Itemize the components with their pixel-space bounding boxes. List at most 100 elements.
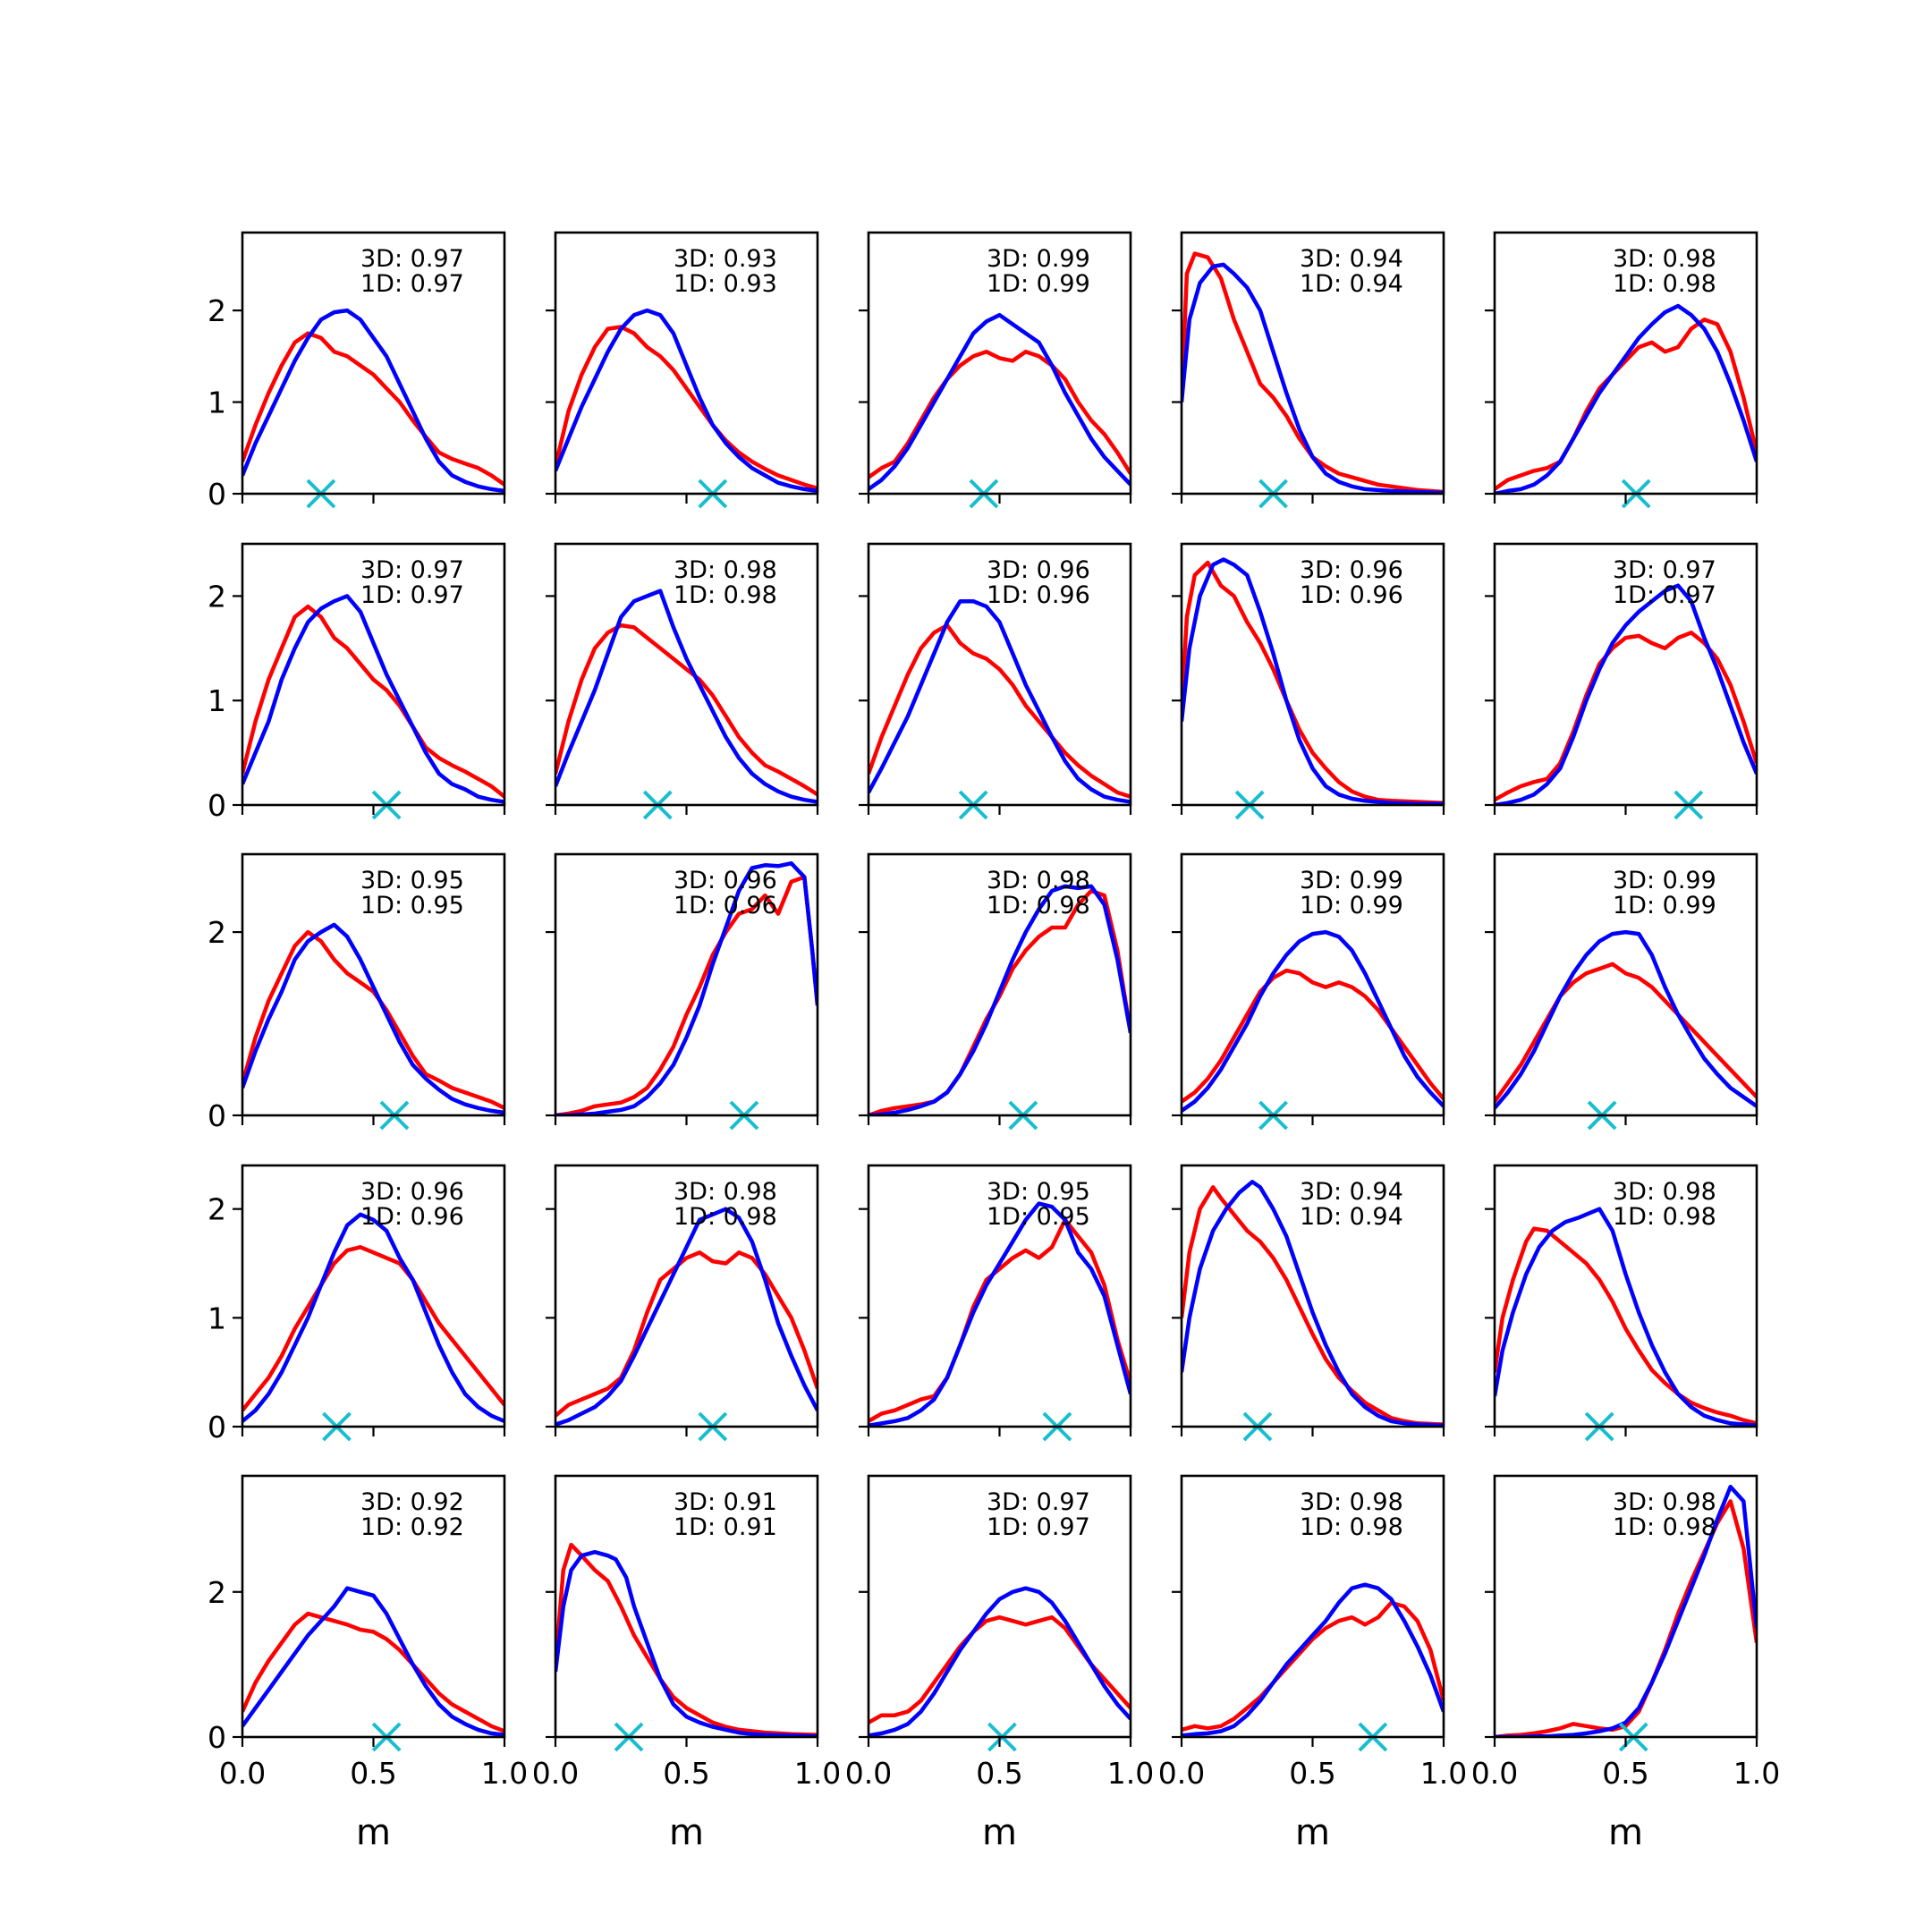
red-curve bbox=[555, 1250, 818, 1418]
blue-curve bbox=[1495, 1207, 1757, 1427]
y-tick-label: 1 bbox=[208, 1301, 226, 1335]
red-curve bbox=[555, 325, 818, 491]
score-3d-label: 3D: 0.96 bbox=[987, 556, 1090, 584]
blue-curve bbox=[242, 1586, 504, 1737]
score-1d-label: 1D: 0.97 bbox=[987, 1513, 1090, 1541]
red-curve bbox=[869, 1614, 1131, 1724]
red-curve bbox=[1495, 962, 1757, 1103]
score-3d-label: 3D: 0.97 bbox=[360, 556, 464, 584]
y-tick-label: 2 bbox=[208, 579, 226, 614]
blue-curve bbox=[555, 589, 818, 804]
score-1d-label: 1D: 0.99 bbox=[1300, 892, 1403, 919]
x-tick-label: 0.0 bbox=[845, 1756, 892, 1791]
x-tick-label: 0.5 bbox=[976, 1756, 1022, 1791]
score-3d-label: 3D: 0.98 bbox=[1613, 1488, 1716, 1516]
score-1d-label: 1D: 0.98 bbox=[674, 1203, 777, 1231]
score-1d-label: 1D: 0.96 bbox=[987, 581, 1090, 609]
x-tick-label: 1.0 bbox=[481, 1756, 528, 1791]
red-curve bbox=[555, 1542, 818, 1737]
y-tick-label: 2 bbox=[208, 915, 226, 950]
score-3d-label: 3D: 0.95 bbox=[987, 1178, 1090, 1206]
x-tick-label: 1.0 bbox=[794, 1756, 841, 1791]
y-tick-label: 2 bbox=[208, 1192, 226, 1227]
score-1d-label: 1D: 0.94 bbox=[1300, 270, 1403, 298]
score-1d-label: 1D: 0.98 bbox=[674, 581, 777, 609]
score-1d-label: 1D: 0.98 bbox=[1300, 1513, 1403, 1541]
blue-curve bbox=[555, 860, 818, 1115]
y-tick-label: 1 bbox=[208, 386, 226, 420]
blue-curve bbox=[869, 312, 1131, 491]
red-curve bbox=[869, 888, 1131, 1115]
score-3d-label: 3D: 0.97 bbox=[1613, 556, 1716, 584]
blue-curve bbox=[242, 308, 504, 494]
score-3d-label: 3D: 0.92 bbox=[360, 1488, 464, 1516]
red-curve bbox=[555, 875, 818, 1115]
score-3d-label: 3D: 0.91 bbox=[674, 1488, 777, 1516]
blue-curve bbox=[1495, 929, 1757, 1110]
y-tick-label: 0 bbox=[208, 477, 226, 512]
score-1d-label: 1D: 0.95 bbox=[987, 1203, 1090, 1231]
y-tick-label: 2 bbox=[208, 293, 226, 328]
red-curve bbox=[869, 623, 1131, 799]
blue-curve bbox=[869, 598, 1131, 804]
red-curve bbox=[1182, 251, 1444, 494]
y-tick-label: 1 bbox=[208, 683, 226, 718]
red-curve bbox=[1182, 1600, 1444, 1733]
y-tick-label: 2 bbox=[208, 1575, 226, 1610]
score-1d-label: 1D: 0.94 bbox=[1300, 1203, 1403, 1231]
blue-curve bbox=[242, 1212, 504, 1423]
score-3d-label: 3D: 0.96 bbox=[1300, 556, 1403, 584]
x-tick-label: 0.0 bbox=[219, 1756, 266, 1791]
x-tick-label: 0.5 bbox=[1602, 1756, 1648, 1791]
score-3d-label: 3D: 0.98 bbox=[1613, 245, 1716, 273]
score-1d-label: 1D: 0.97 bbox=[360, 270, 464, 298]
blue-curve bbox=[242, 922, 504, 1115]
score-1d-label: 1D: 0.96 bbox=[1300, 581, 1403, 609]
red-curve bbox=[869, 349, 1131, 479]
x-tick-label: 0.5 bbox=[1289, 1756, 1335, 1791]
x-tick-label: 0.5 bbox=[663, 1756, 709, 1791]
x-tick-label: 0.5 bbox=[350, 1756, 396, 1791]
x-tick-label: 0.0 bbox=[1158, 1756, 1205, 1791]
blue-curve bbox=[1495, 583, 1757, 805]
blue-curve bbox=[242, 594, 504, 804]
blue-curve bbox=[869, 884, 1131, 1115]
score-1d-label: 1D: 0.93 bbox=[674, 270, 777, 298]
score-3d-label: 3D: 0.99 bbox=[1300, 867, 1403, 894]
red-curve bbox=[555, 623, 818, 797]
y-tick-label: 0 bbox=[208, 1098, 226, 1133]
score-1d-label: 1D: 0.96 bbox=[674, 892, 777, 919]
red-curve bbox=[1182, 1185, 1444, 1427]
blue-curve bbox=[869, 1586, 1131, 1737]
y-tick-label: 0 bbox=[208, 1410, 226, 1445]
x-tick-label: 1.0 bbox=[1733, 1756, 1780, 1791]
score-1d-label: 1D: 0.97 bbox=[1613, 581, 1716, 609]
score-1d-label: 1D: 0.96 bbox=[360, 1203, 464, 1231]
score-1d-label: 1D: 0.98 bbox=[1613, 1203, 1716, 1231]
red-curve bbox=[242, 1611, 504, 1733]
score-3d-label: 3D: 0.95 bbox=[360, 867, 464, 894]
score-3d-label: 3D: 0.97 bbox=[987, 1488, 1090, 1516]
y-tick-label: 0 bbox=[208, 788, 226, 823]
blue-curve bbox=[555, 308, 818, 494]
score-1d-label: 1D: 0.99 bbox=[987, 270, 1090, 298]
score-3d-label: 3D: 0.99 bbox=[987, 245, 1090, 273]
blue-curve bbox=[1495, 303, 1757, 494]
red-curve bbox=[242, 929, 504, 1110]
score-3d-label: 3D: 0.96 bbox=[360, 1178, 464, 1206]
